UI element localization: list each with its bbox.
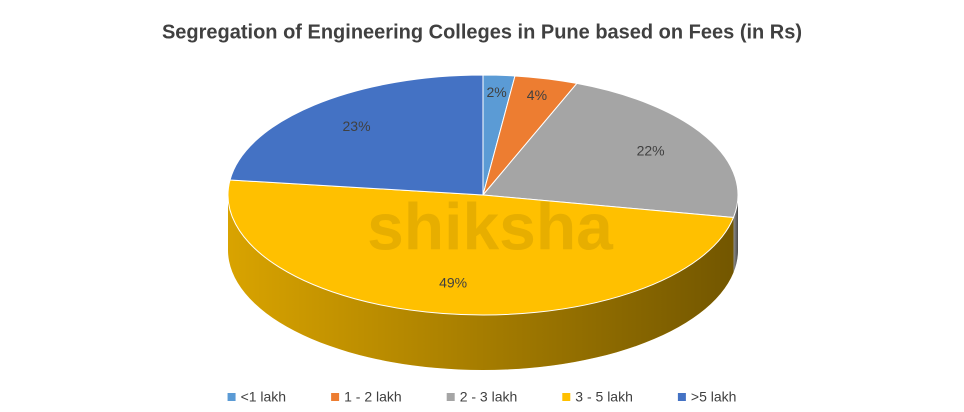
legend-label: <1 lakh	[241, 389, 287, 405]
slice	[481, 82, 739, 219]
legend-swatch	[562, 393, 571, 401]
legend-label: 2 - 3 lakh	[460, 389, 518, 405]
legend-item: >5 lakh	[677, 389, 737, 405]
slice	[229, 74, 484, 196]
legend-item: 3 - 5 lakh	[562, 389, 633, 405]
value-label: 23%	[343, 118, 371, 134]
legend-swatch	[331, 393, 340, 401]
legend-label: 1 - 2 lakh	[344, 389, 402, 405]
legend-label: >5 lakh	[691, 389, 737, 405]
slice-side-shade	[733, 195, 738, 273]
legend-swatch	[677, 393, 686, 401]
legend-label: 3 - 5 lakh	[575, 389, 633, 405]
legend: <1 lakh 1 - 2 lakh 2 - 3 lakh 3 - 5 lakh >5 …	[227, 389, 737, 405]
slice	[227, 179, 735, 316]
slice-side-shade	[228, 195, 734, 371]
watermark: shiksha	[367, 189, 614, 263]
value-label: 2%	[486, 84, 506, 100]
legend-item: 1 - 2 lakh	[331, 389, 402, 405]
pie: shiksha 2% 4% 22% 49% 23%	[227, 74, 739, 371]
legend-item: <1 lakh	[227, 389, 287, 405]
value-label: 22%	[637, 142, 665, 158]
legend-swatch	[446, 393, 455, 401]
value-label: 49%	[439, 275, 467, 291]
chart-title: Segregation of Engineering Colleges in P…	[162, 21, 802, 43]
legend-item: 2 - 3 lakh	[446, 389, 518, 405]
value-label: 4%	[527, 87, 547, 103]
legend-swatch	[227, 393, 236, 401]
